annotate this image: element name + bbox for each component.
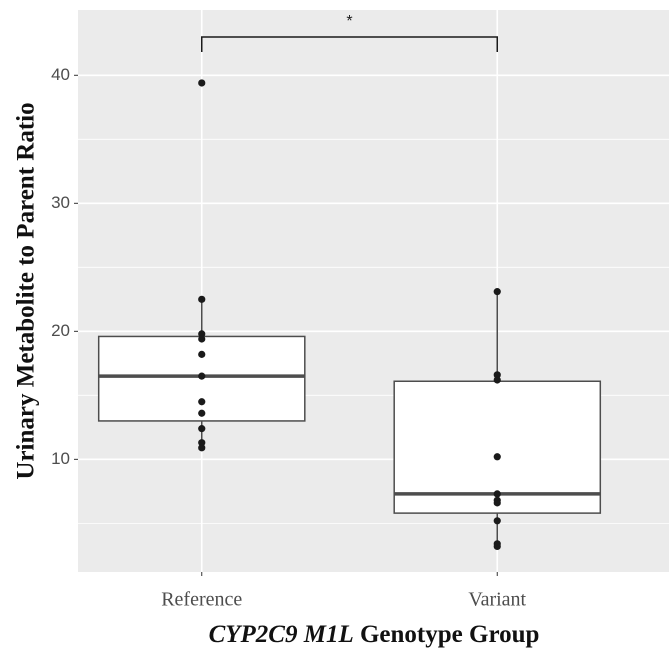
data-point (198, 372, 206, 380)
x-axis-title: CYP2C9 M1L Genotype Group (209, 621, 540, 648)
y-tick-label: 40 (51, 65, 70, 84)
y-tick-label: 30 (51, 193, 70, 212)
data-point (198, 295, 206, 303)
data-point (198, 79, 206, 87)
data-point (198, 335, 206, 343)
data-point (493, 499, 501, 507)
data-point (198, 398, 206, 406)
data-point (198, 425, 206, 433)
data-point (493, 490, 501, 498)
x-tick-label: Reference (161, 589, 242, 611)
significance-label: * (346, 13, 352, 30)
significance-bracket (201, 36, 498, 52)
y-tick-label: 20 (51, 321, 70, 340)
data-point (493, 453, 501, 461)
data-point (493, 376, 501, 384)
data-point (493, 288, 501, 296)
data-point (493, 542, 501, 550)
x-axis-title-italic: CYP2C9 M1L (209, 621, 354, 648)
y-axis-title: Urinary Metabolite to Parent Ratio (13, 102, 40, 479)
data-point (493, 517, 501, 525)
x-axis-title-rest: Genotype Group (360, 621, 539, 648)
data-point (198, 444, 206, 452)
data-point (198, 350, 206, 358)
y-tick-label: 10 (51, 449, 70, 468)
plot-area: 10 20 30 40 Reference Variant * (51, 10, 669, 611)
data-point (493, 371, 501, 379)
data-point (198, 330, 206, 338)
data-point (198, 409, 206, 417)
x-tick-label: Variant (468, 589, 526, 611)
data-point (198, 439, 206, 447)
